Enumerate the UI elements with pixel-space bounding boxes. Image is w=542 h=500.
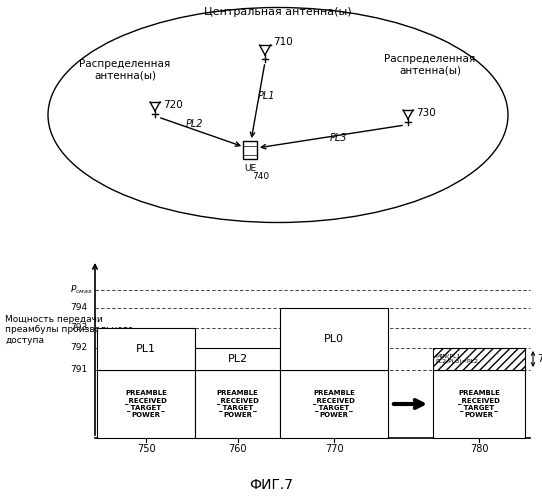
Text: 730: 730	[416, 108, 436, 118]
Bar	[195, 348, 280, 370]
Text: PL2: PL2	[186, 119, 203, 129]
Bar	[433, 370, 525, 438]
Text: 740: 740	[252, 172, 269, 181]
Text: 791: 791	[70, 366, 87, 374]
Text: PREAMBLE
_RECEIVED
_TARGET_
POWER: PREAMBLE _RECEIVED _TARGET_ POWER	[217, 390, 259, 418]
Text: UE: UE	[244, 164, 256, 173]
Text: PL1: PL1	[136, 344, 156, 354]
Text: 750: 750	[137, 444, 156, 454]
Text: 792: 792	[70, 344, 87, 352]
Text: Центральная антенна(ы): Центральная антенна(ы)	[204, 7, 352, 17]
Bar	[243, 141, 257, 159]
Text: PREAMBLE
_RECEIVED
_TARGET_
POWER: PREAMBLE _RECEIVED _TARGET_ POWER	[125, 390, 167, 418]
Bar	[280, 370, 388, 438]
Text: 760: 760	[228, 444, 247, 454]
Bar	[280, 308, 388, 370]
Text: MIN(PL1
PL2,PL3)=PL2: MIN(PL1 PL2,PL3)=PL2	[435, 354, 478, 364]
Text: Распределенная
антенна(ы): Распределенная антенна(ы)	[384, 54, 476, 76]
Text: PL3: PL3	[330, 133, 347, 143]
Text: PREAMBLE
_RECEIVED
_TARGET_
POWER: PREAMBLE _RECEIVED _TARGET_ POWER	[458, 390, 500, 418]
Text: PL1: PL1	[258, 91, 275, 101]
Text: Распределенная
антенна(ы): Распределенная антенна(ы)	[79, 59, 171, 81]
Text: PL2: PL2	[228, 354, 248, 364]
Text: 710: 710	[273, 37, 293, 47]
Text: 770: 770	[325, 444, 343, 454]
Text: 780: 780	[470, 444, 488, 454]
Text: Мощность передачи
преамбулы произвольного
доступа: Мощность передачи преамбулы произвольног…	[5, 315, 133, 345]
Text: ФИГ.7: ФИГ.7	[249, 478, 293, 492]
Bar	[97, 328, 195, 370]
Text: Р$_{смах}$: Р$_{смах}$	[69, 284, 93, 296]
Text: PREAMBLE
_RECEIVED
_TARGET_
POWER: PREAMBLE _RECEIVED _TARGET_ POWER	[313, 390, 355, 418]
Text: 720: 720	[163, 100, 183, 110]
Bar	[433, 348, 525, 370]
Text: 790: 790	[537, 354, 542, 364]
Text: 793: 793	[70, 324, 87, 332]
Text: PL0: PL0	[324, 334, 344, 344]
Text: 794: 794	[70, 304, 87, 312]
Bar	[97, 370, 195, 438]
Bar	[195, 370, 280, 438]
